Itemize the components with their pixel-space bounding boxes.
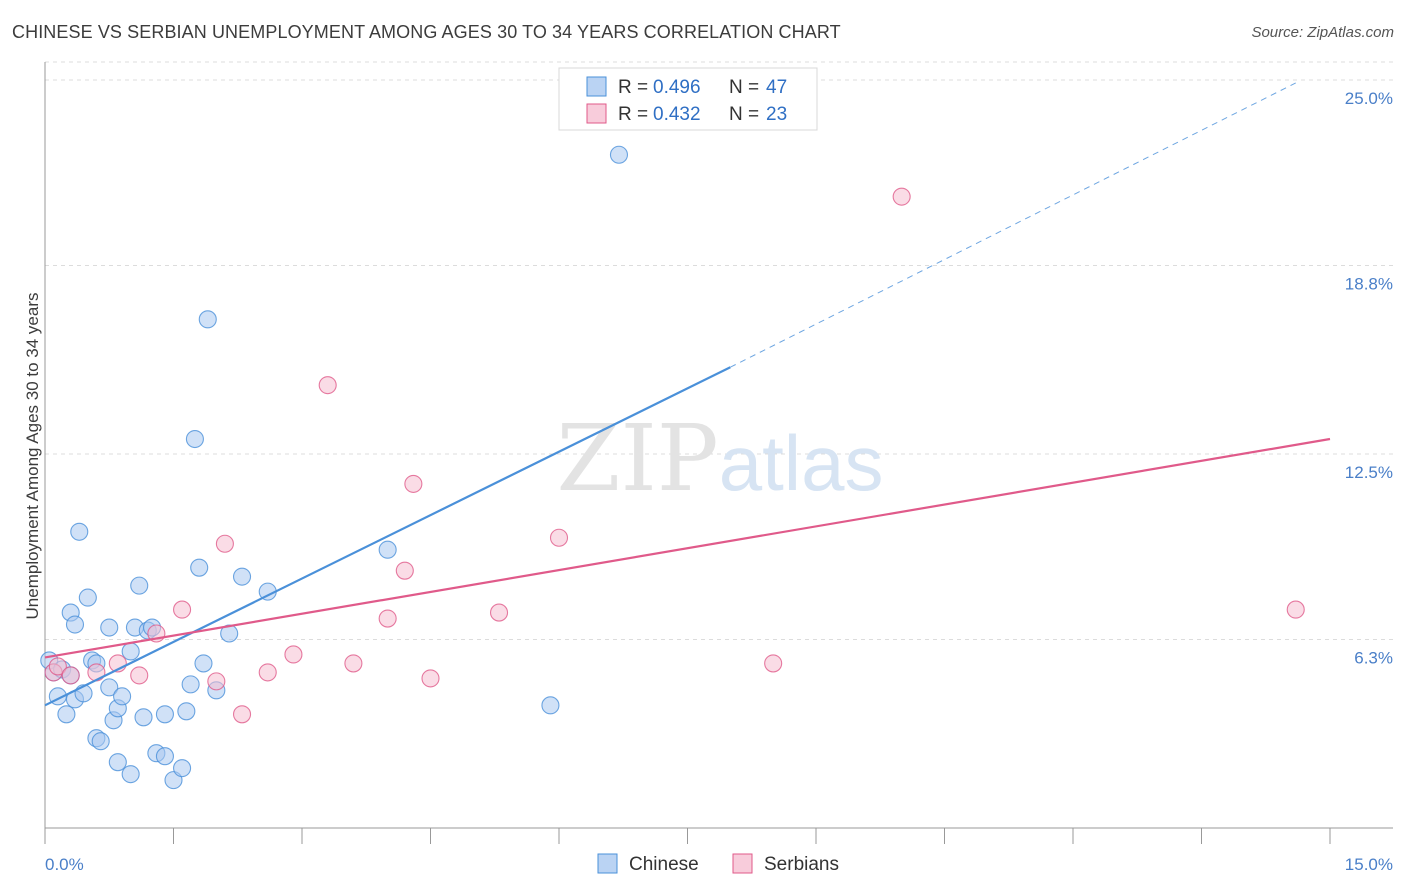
- chinese-point: [134, 708, 153, 727]
- serbians-point: [173, 600, 192, 619]
- legend-r-value: 0.496: [653, 77, 701, 98]
- chinese-legend-swatch: [586, 76, 607, 97]
- chinese-point: [155, 747, 174, 766]
- serbians-point: [318, 376, 337, 395]
- serbians-trend-line: [44, 437, 1331, 659]
- axes: 0.0% 15.0%: [44, 62, 1393, 874]
- trend-lines: [44, 82, 1331, 707]
- watermark: ZIPatlas: [557, 405, 884, 512]
- watermark-text: ZIPatlas: [557, 405, 884, 512]
- serbians-point: [549, 528, 569, 547]
- chinese-point: [65, 615, 85, 634]
- serbians-point: [344, 654, 363, 673]
- chinese-point: [190, 558, 209, 577]
- x-tick-label: 0.0%: [45, 855, 84, 874]
- legend-n-value: 23: [766, 104, 787, 125]
- serbians-legend-label: Serbians: [764, 854, 839, 875]
- serbians-point: [232, 705, 252, 724]
- y-tick-label: 25.0%: [1345, 89, 1393, 108]
- serbians-point: [395, 561, 414, 580]
- serbians-point: [892, 187, 911, 206]
- serbians-point: [258, 663, 277, 682]
- serbians-point: [1286, 600, 1305, 619]
- serbians-legend-swatch: [586, 103, 607, 124]
- chinese-point: [378, 540, 397, 559]
- chinese-point: [194, 654, 213, 673]
- chinese-legend-marker: [597, 853, 618, 874]
- chinese-point: [541, 696, 560, 715]
- legend-r-label: R =: [618, 104, 648, 125]
- legend-r-value: 0.432: [653, 104, 701, 125]
- y-tick-label: 6.3%: [1354, 648, 1393, 667]
- chinese-point: [185, 429, 204, 449]
- serbians-point: [130, 666, 149, 685]
- y-axis-title: Unemployment Among Ages 30 to 34 years: [23, 293, 42, 620]
- serbians-point: [421, 669, 440, 688]
- y-tick-label: 18.8%: [1345, 274, 1393, 293]
- serbians-point: [215, 534, 234, 553]
- chinese-point: [155, 705, 174, 724]
- legend-n-label: N =: [729, 77, 759, 98]
- chinese-point: [100, 678, 119, 697]
- chart-source: Source: ZipAtlas.com: [1251, 24, 1394, 41]
- series-legend: Chinese Serbians: [597, 853, 839, 875]
- chinese-point: [609, 145, 629, 164]
- legend-r-label: R =: [618, 77, 648, 98]
- chinese-point: [78, 588, 97, 607]
- chinese-point: [70, 522, 89, 541]
- chinese-point: [130, 576, 149, 595]
- chart-title: CHINESE VS SERBIAN UNEMPLOYMENT AMONG AG…: [12, 22, 841, 42]
- y-axis-label: Unemployment Among Ages 30 to 34 years: [23, 293, 42, 620]
- serbians-legend-marker: [732, 853, 753, 874]
- serbians-point: [378, 609, 397, 628]
- serbians-point: [48, 657, 67, 676]
- serbians-point: [61, 666, 80, 685]
- chinese-point: [57, 705, 76, 724]
- chinese-trend-line: [44, 366, 731, 707]
- chinese-point: [173, 759, 192, 778]
- data-points: [40, 145, 1305, 790]
- chinese-point: [177, 702, 196, 721]
- legend-n-label: N =: [729, 104, 759, 125]
- chinese-point: [220, 624, 239, 643]
- chinese-point: [181, 675, 200, 694]
- chinese-point: [198, 310, 217, 329]
- chinese-point: [100, 618, 119, 637]
- serbians-point: [284, 645, 303, 664]
- chinese-point: [121, 765, 140, 784]
- chinese-point: [121, 642, 140, 661]
- chinese-legend-label: Chinese: [629, 854, 699, 875]
- serbians-point: [764, 654, 783, 673]
- x-tick-label: 15.0%: [1345, 855, 1393, 874]
- chinese-point: [113, 687, 132, 706]
- serbians-point: [207, 672, 226, 691]
- serbians-point: [489, 603, 509, 622]
- chinese-point: [232, 567, 252, 586]
- gridlines: 6.3% 12.5% 18.8% 25.0%: [45, 61, 1393, 667]
- chinese-point: [108, 753, 127, 772]
- y-tick-label: 12.5%: [1345, 463, 1393, 482]
- serbians-point: [404, 474, 423, 493]
- serbians-point: [87, 663, 106, 682]
- stats-legend: R = 0.496 N = 47 R = 0.432 N = 23: [558, 67, 818, 131]
- legend-n-value: 47: [766, 77, 787, 98]
- chinese-point: [91, 732, 110, 751]
